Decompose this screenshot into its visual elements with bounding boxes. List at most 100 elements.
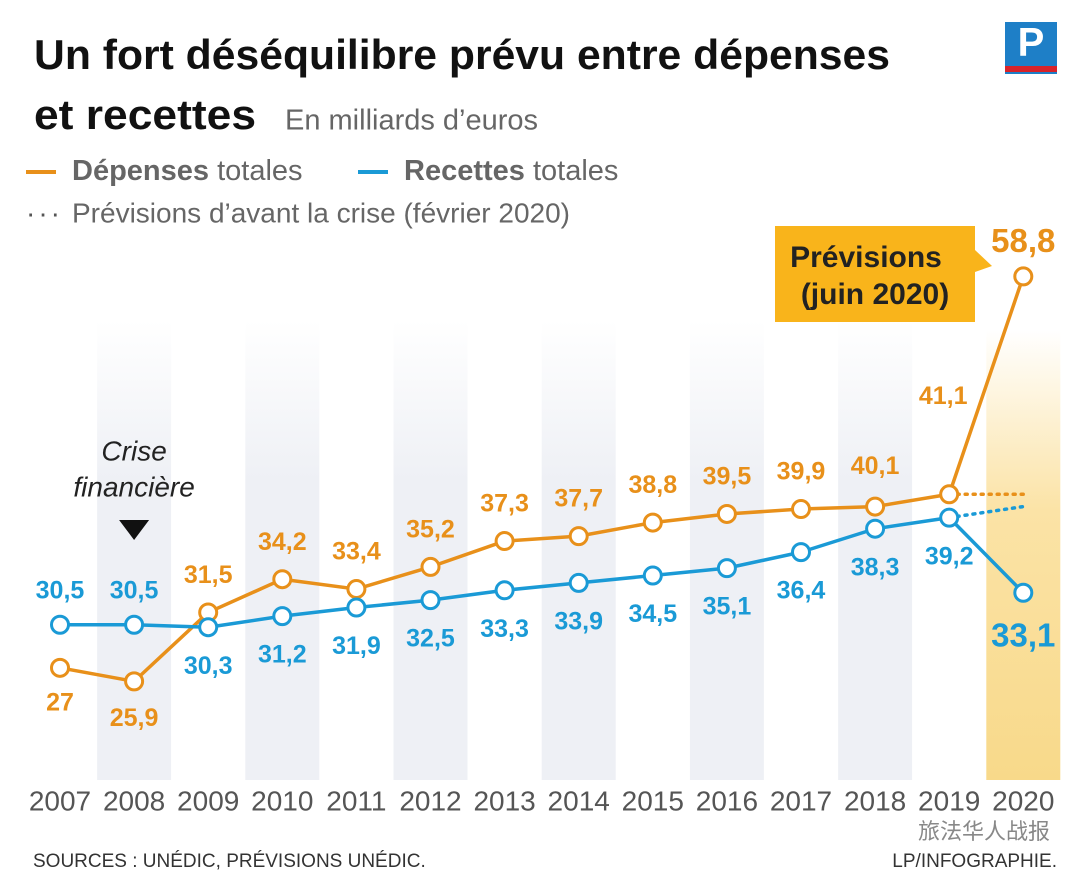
legend-bold: Recettes: [404, 155, 525, 187]
value-label: 32,5: [406, 625, 455, 653]
column-stripe: [97, 320, 172, 780]
point: [124, 671, 145, 692]
legend-label: Dépenses totales: [72, 155, 303, 187]
annotation: financière: [73, 471, 194, 502]
annotation-arrow: [119, 520, 150, 540]
chart-title: et recettes: [34, 91, 256, 138]
value-label: 39,2: [925, 542, 974, 570]
sources: SOURCES : UNÉDIC, PRÉVISIONS UNÉDIC.: [33, 851, 426, 872]
value-label: 31,5: [184, 561, 233, 589]
point: [420, 556, 441, 577]
point: [642, 565, 663, 586]
series-line: [59, 275, 1025, 684]
point: [568, 572, 589, 593]
legend-bold: Dépenses: [72, 155, 209, 187]
point: [865, 518, 886, 539]
column-stripe: [245, 320, 320, 780]
value-label: 33,1: [991, 616, 1055, 653]
value-label: 39,9: [777, 458, 826, 486]
highlight-column: [986, 330, 1061, 780]
value-label: 31,9: [332, 632, 381, 660]
legend-label: Recettes totales: [404, 155, 618, 187]
x-tick-label: 2016: [696, 785, 758, 816]
logo: [1005, 22, 1057, 74]
point: [791, 542, 811, 563]
legend-rest: totales: [525, 155, 619, 187]
x-tick-label: 2018: [844, 785, 906, 816]
point: [716, 503, 737, 524]
value-label: 31,2: [258, 641, 307, 669]
series-line: [60, 515, 1025, 629]
point: [272, 606, 293, 627]
value-label: 34,2: [258, 528, 307, 556]
x-tick-label: 2015: [622, 785, 684, 816]
column-stripe: [838, 320, 913, 780]
point: [791, 499, 811, 520]
value-label: 39,5: [703, 463, 752, 491]
value-label: 25,9: [110, 704, 159, 732]
x-tick-label: 2008: [103, 785, 165, 816]
x-tick-label: 2009: [177, 785, 239, 816]
value-label: 30,5: [110, 576, 159, 604]
value-label: 38,8: [628, 471, 677, 499]
x-tick-label: 2020: [992, 785, 1054, 816]
x-tick-label: 2007: [29, 785, 91, 816]
point: [494, 531, 515, 552]
forecast-box-text: (juin 2020): [801, 278, 949, 311]
value-label: 58,8: [991, 222, 1055, 259]
x-tick-label: 2010: [251, 785, 313, 816]
value-label: 37,7: [554, 485, 603, 513]
x-tick-label: 2013: [473, 785, 535, 816]
value-label: 30,3: [184, 652, 233, 680]
value-label: 40,1: [851, 452, 900, 480]
legend-label: Prévisions d’avant la crise (février 202…: [72, 197, 570, 228]
value-label: 30,5: [36, 576, 85, 604]
point: [124, 614, 145, 635]
forecast-line: [947, 504, 1026, 520]
point: [939, 484, 960, 505]
value-label: 33,9: [554, 608, 603, 636]
x-tick-label: 2017: [770, 785, 832, 816]
x-tick-label: 2012: [399, 785, 461, 816]
logo-bar: [1005, 66, 1057, 72]
point: [939, 507, 960, 528]
value-label: 34,5: [628, 600, 677, 628]
point: [1013, 266, 1034, 287]
point: [568, 526, 589, 547]
subtitle: En milliards d’euros: [285, 105, 538, 137]
value-label: 35,2: [406, 516, 455, 544]
point: [50, 657, 70, 678]
forecast-box-text: Prévisions: [790, 241, 942, 274]
watermark: 旅法华人战报: [918, 819, 1050, 844]
chart-title: Un fort déséquilibre prévu entre dépense…: [34, 31, 890, 78]
logo-text: P: [1018, 21, 1045, 65]
point: [420, 590, 441, 611]
value-label: 41,1: [919, 382, 968, 410]
column-stripe: [393, 320, 468, 780]
annotation: Crise: [101, 435, 166, 466]
value-label: 33,4: [332, 538, 381, 566]
point: [346, 579, 367, 600]
point: [198, 617, 219, 638]
credit: LP/INFOGRAPHIE.: [892, 851, 1057, 872]
point: [865, 496, 886, 517]
value-label: 38,3: [851, 553, 900, 581]
point: [346, 597, 367, 618]
value-label: 27: [46, 688, 74, 716]
point: [642, 512, 663, 533]
column-stripe: [689, 320, 764, 780]
point: [272, 569, 293, 590]
x-tick-label: 2014: [548, 785, 610, 816]
legend-rest: totales: [209, 155, 303, 187]
value-label: 36,4: [777, 577, 826, 605]
legend-dots: ···: [26, 197, 63, 228]
value-label: 33,3: [480, 615, 529, 643]
forecast-box: [775, 226, 992, 322]
point: [494, 580, 515, 601]
column-stripe: [541, 320, 616, 780]
x-tick-label: 2019: [918, 785, 980, 816]
point: [716, 558, 737, 579]
point: [50, 614, 70, 635]
point: [1013, 582, 1034, 603]
